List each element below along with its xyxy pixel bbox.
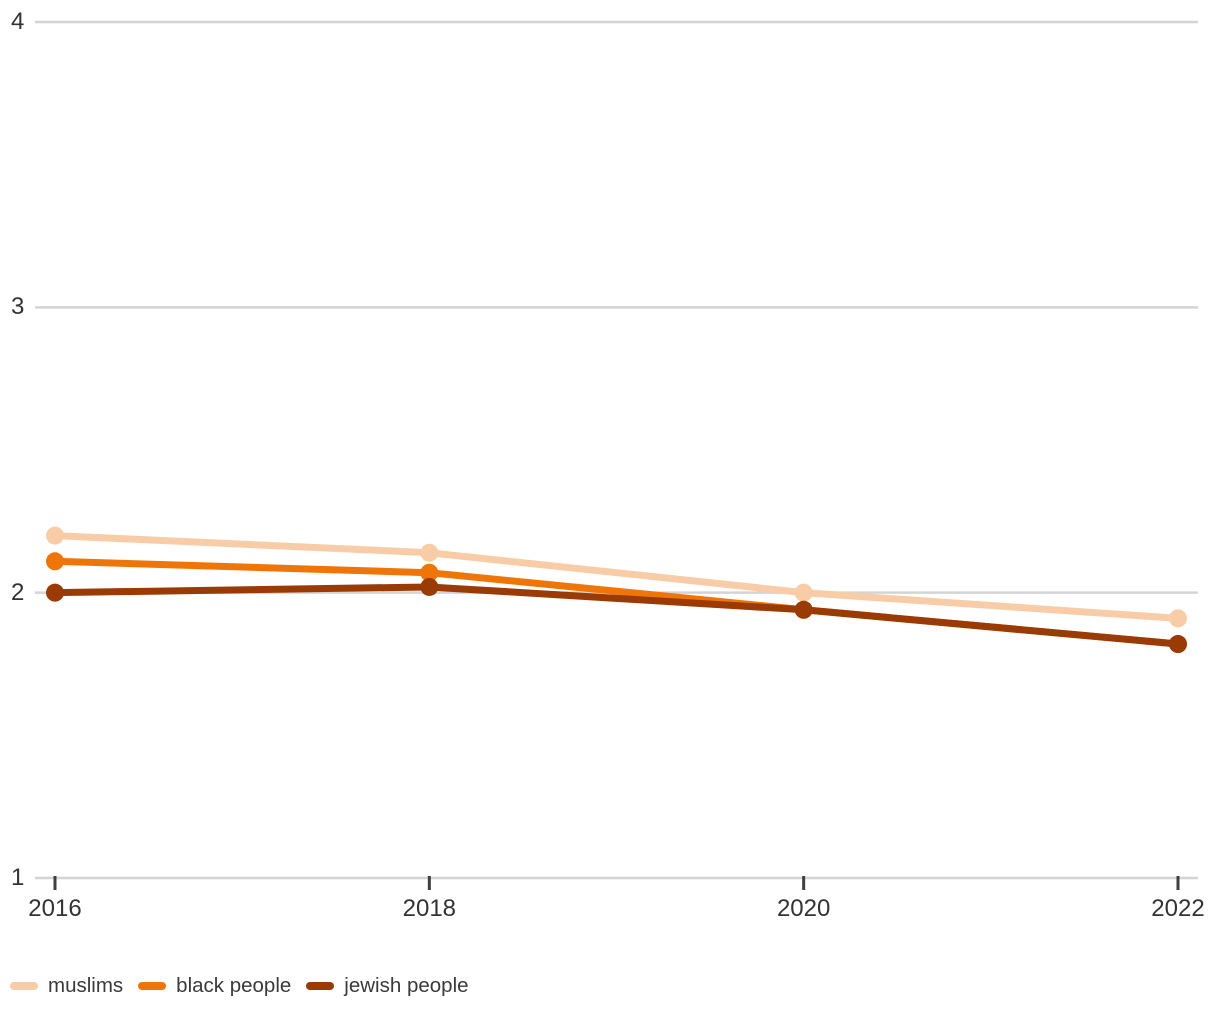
data-point-jewish-people-2016	[46, 583, 64, 602]
legend-item-black-people: black people	[138, 972, 291, 1000]
x-axis-label-2020: 2020	[776, 895, 831, 922]
legend-label-muslims: muslims	[48, 974, 124, 997]
y-axis-label-1: 1	[11, 864, 25, 891]
y-axis-label-3: 3	[11, 293, 25, 321]
legend-swatch-black-people	[138, 982, 167, 990]
data-point-black-people-2016	[46, 552, 64, 571]
x-axis-label-2016: 2016	[28, 895, 82, 922]
data-point-jewish-people-2022	[1169, 635, 1187, 654]
legend-label-black-people: black people	[176, 974, 292, 997]
legend-label-jewish-people: jewish people	[344, 974, 469, 997]
data-point-jewish-people-2018	[420, 577, 439, 596]
x-axis-label-2018: 2018	[402, 895, 457, 922]
y-axis-label-4: 4	[11, 8, 25, 35]
data-point-black-people-2018	[420, 563, 439, 582]
legend-item-jewish-people: jewish people	[306, 972, 469, 1000]
data-point-jewish-people-2020	[794, 600, 813, 619]
x-axis-label-2022: 2022	[1151, 895, 1205, 922]
legend-swatch-jewish-people	[306, 982, 335, 990]
data-point-muslims-2022	[1169, 609, 1187, 628]
legend-swatch-muslims	[10, 982, 38, 990]
data-point-muslims-2016	[46, 526, 64, 545]
series-line-muslims	[51, 532, 1182, 622]
series-line-jewish-people	[51, 583, 1182, 648]
data-point-muslims-2020	[794, 583, 813, 602]
data-point-muslims-2018	[420, 543, 439, 562]
legend: muslims black people jewish people	[10, 972, 469, 1000]
legend-item-muslims: muslims	[10, 972, 123, 1000]
y-axis-label-2: 2	[11, 578, 25, 606]
